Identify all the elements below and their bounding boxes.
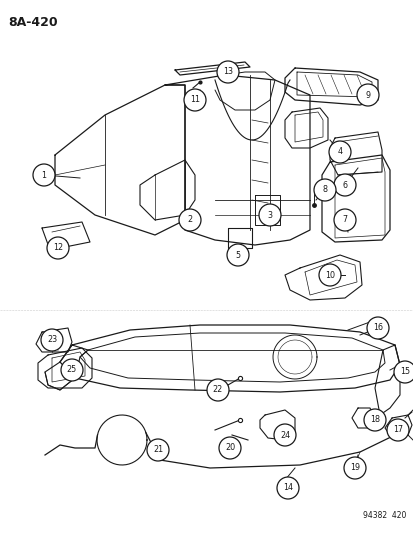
Circle shape — [259, 204, 280, 226]
Circle shape — [318, 264, 340, 286]
Text: 12: 12 — [53, 244, 63, 253]
Text: 11: 11 — [190, 95, 199, 104]
Text: 14: 14 — [282, 483, 292, 492]
Text: 15: 15 — [399, 367, 409, 376]
Circle shape — [41, 329, 63, 351]
Circle shape — [313, 179, 335, 201]
Text: 9: 9 — [365, 91, 370, 100]
Text: 94382  420: 94382 420 — [362, 511, 405, 520]
Text: 6: 6 — [342, 181, 347, 190]
Circle shape — [47, 237, 69, 259]
Circle shape — [328, 141, 350, 163]
Circle shape — [333, 209, 355, 231]
Text: 10: 10 — [324, 271, 334, 279]
Circle shape — [333, 174, 355, 196]
Text: 1: 1 — [41, 171, 46, 180]
Text: 4: 4 — [337, 148, 342, 157]
Circle shape — [147, 439, 169, 461]
Circle shape — [356, 84, 378, 106]
Circle shape — [273, 424, 295, 446]
Text: 5: 5 — [235, 251, 240, 260]
Text: 13: 13 — [223, 68, 233, 77]
Text: 8A-420: 8A-420 — [8, 16, 57, 29]
Text: 23: 23 — [47, 335, 57, 344]
Text: 20: 20 — [224, 443, 235, 453]
Text: 19: 19 — [349, 464, 359, 472]
Text: 22: 22 — [212, 385, 223, 394]
Circle shape — [363, 409, 385, 431]
Text: 2: 2 — [187, 215, 192, 224]
Text: 8: 8 — [322, 185, 327, 195]
Circle shape — [206, 379, 228, 401]
Text: 21: 21 — [152, 446, 163, 455]
Text: 16: 16 — [372, 324, 382, 333]
Circle shape — [343, 457, 365, 479]
Circle shape — [218, 437, 240, 459]
Circle shape — [386, 419, 408, 441]
Circle shape — [226, 244, 248, 266]
Circle shape — [366, 317, 388, 339]
Text: 17: 17 — [392, 425, 402, 434]
Text: 18: 18 — [369, 416, 379, 424]
Circle shape — [276, 477, 298, 499]
Circle shape — [33, 164, 55, 186]
Circle shape — [216, 61, 238, 83]
Text: 7: 7 — [342, 215, 347, 224]
Circle shape — [61, 359, 83, 381]
Circle shape — [178, 209, 201, 231]
Circle shape — [393, 361, 413, 383]
Text: 25: 25 — [67, 366, 77, 375]
Text: 3: 3 — [267, 211, 272, 220]
Circle shape — [183, 89, 206, 111]
Text: 24: 24 — [279, 431, 290, 440]
